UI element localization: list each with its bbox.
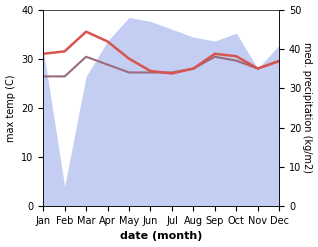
X-axis label: date (month): date (month): [120, 231, 203, 242]
Y-axis label: med. precipitation (kg/m2): med. precipitation (kg/m2): [302, 42, 313, 173]
Y-axis label: max temp (C): max temp (C): [5, 74, 16, 142]
